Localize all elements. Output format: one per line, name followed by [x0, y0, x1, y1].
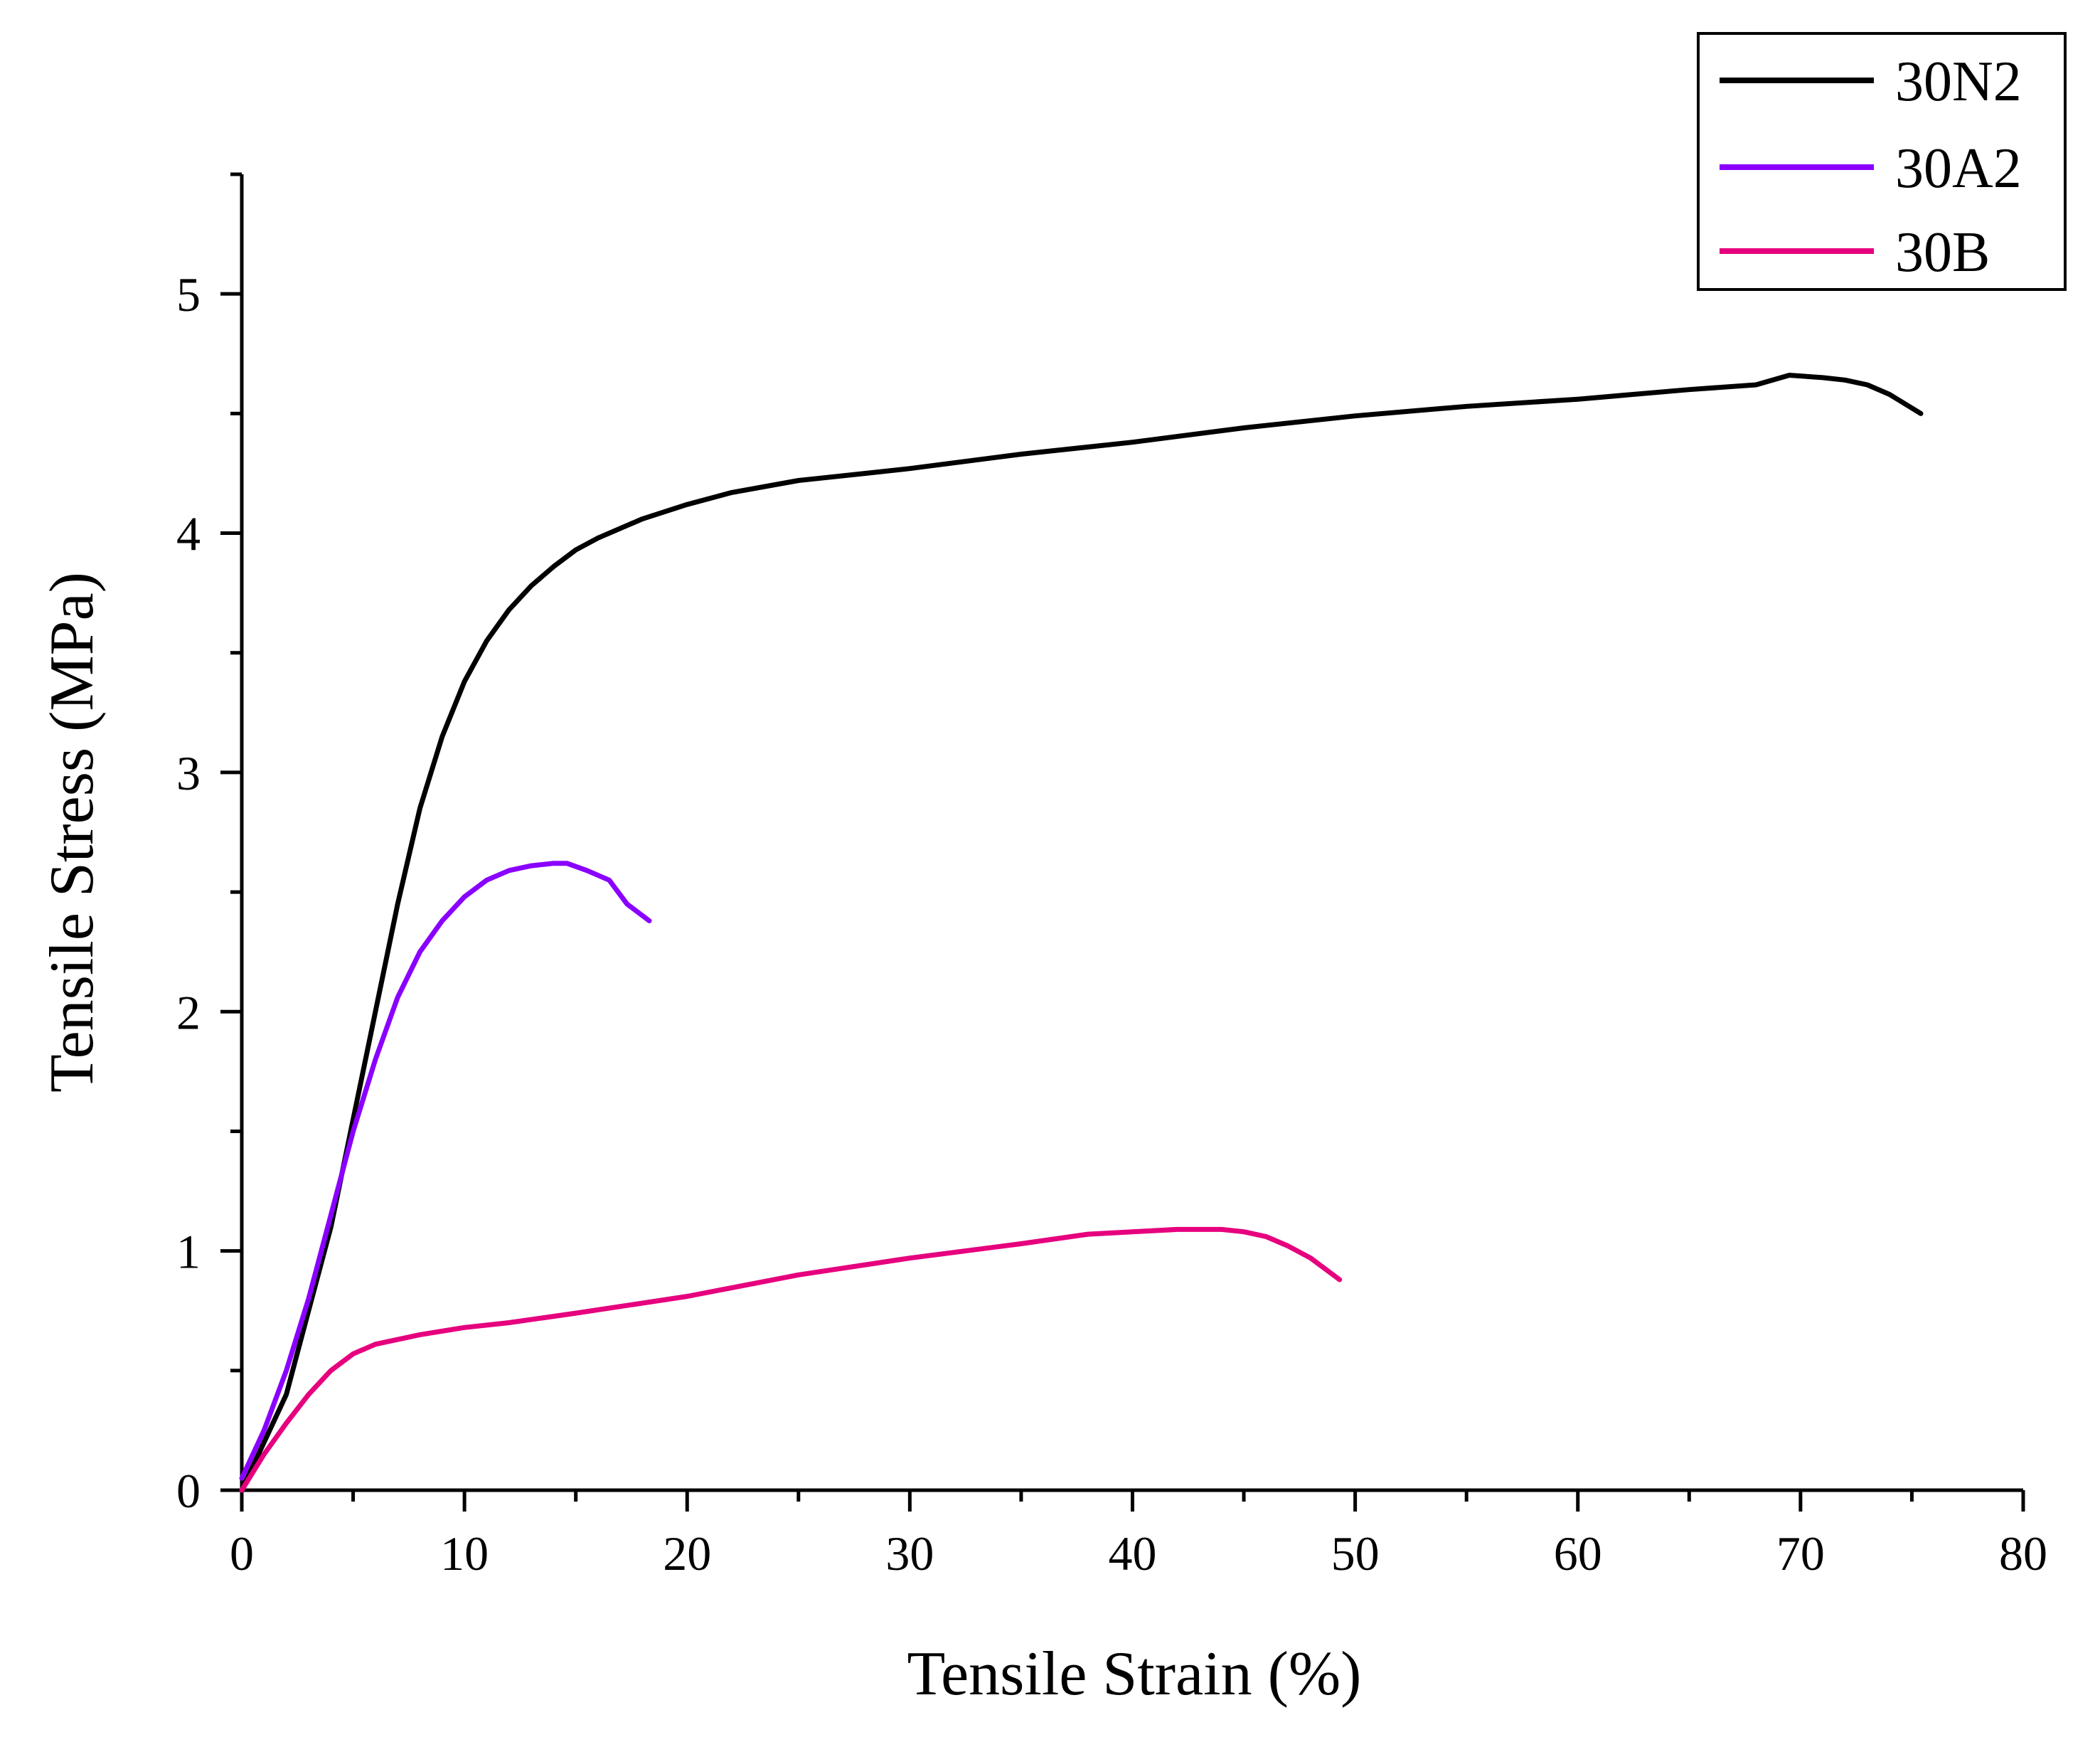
- x-tick-label: 30: [885, 1526, 934, 1581]
- y-tick-label: 0: [176, 1464, 201, 1518]
- legend-items: 30N2 30A2 30B: [1720, 51, 2022, 284]
- y-axis-title: Tensile Stress (MPa): [38, 572, 107, 1093]
- y-tick-label: 3: [176, 746, 201, 800]
- legend-label-30n2: 30N2: [1895, 51, 2022, 113]
- y-tick-label: 5: [176, 267, 201, 322]
- x-axis-title: Tensile Strain (%): [907, 1640, 1362, 1709]
- series-line-30b: [239, 1226, 1343, 1493]
- series-line-30a2: [239, 861, 652, 1481]
- x-tick-label: 10: [440, 1526, 489, 1581]
- series-line-30n2: [239, 373, 1924, 1493]
- x-tick-label: 20: [663, 1526, 711, 1581]
- y-tick-label: 1: [176, 1225, 201, 1279]
- legend-label-30b: 30B: [1895, 221, 1990, 284]
- x-tick-label: 80: [1999, 1526, 2047, 1581]
- y-tick-label: 4: [176, 507, 201, 561]
- x-tick-label: 40: [1109, 1526, 1157, 1581]
- ticks: [220, 172, 2025, 1512]
- legend-label-30a2: 30A2: [1895, 137, 2022, 200]
- legend-box: [1697, 32, 2067, 291]
- series-lines: [239, 373, 1924, 1493]
- x-tick-label: 70: [1776, 1526, 1825, 1581]
- x-tick-label: 50: [1331, 1526, 1380, 1581]
- y-tick-label: 2: [176, 985, 201, 1039]
- x-tick-label: 60: [1554, 1526, 1602, 1581]
- x-tick-label: 0: [230, 1526, 254, 1581]
- tick-labels: 0 10 20 30 40 50 60 70 80 0 1 2 3 4 5: [176, 267, 2047, 1581]
- legend: 30N2 30A2 30B: [1697, 32, 2067, 291]
